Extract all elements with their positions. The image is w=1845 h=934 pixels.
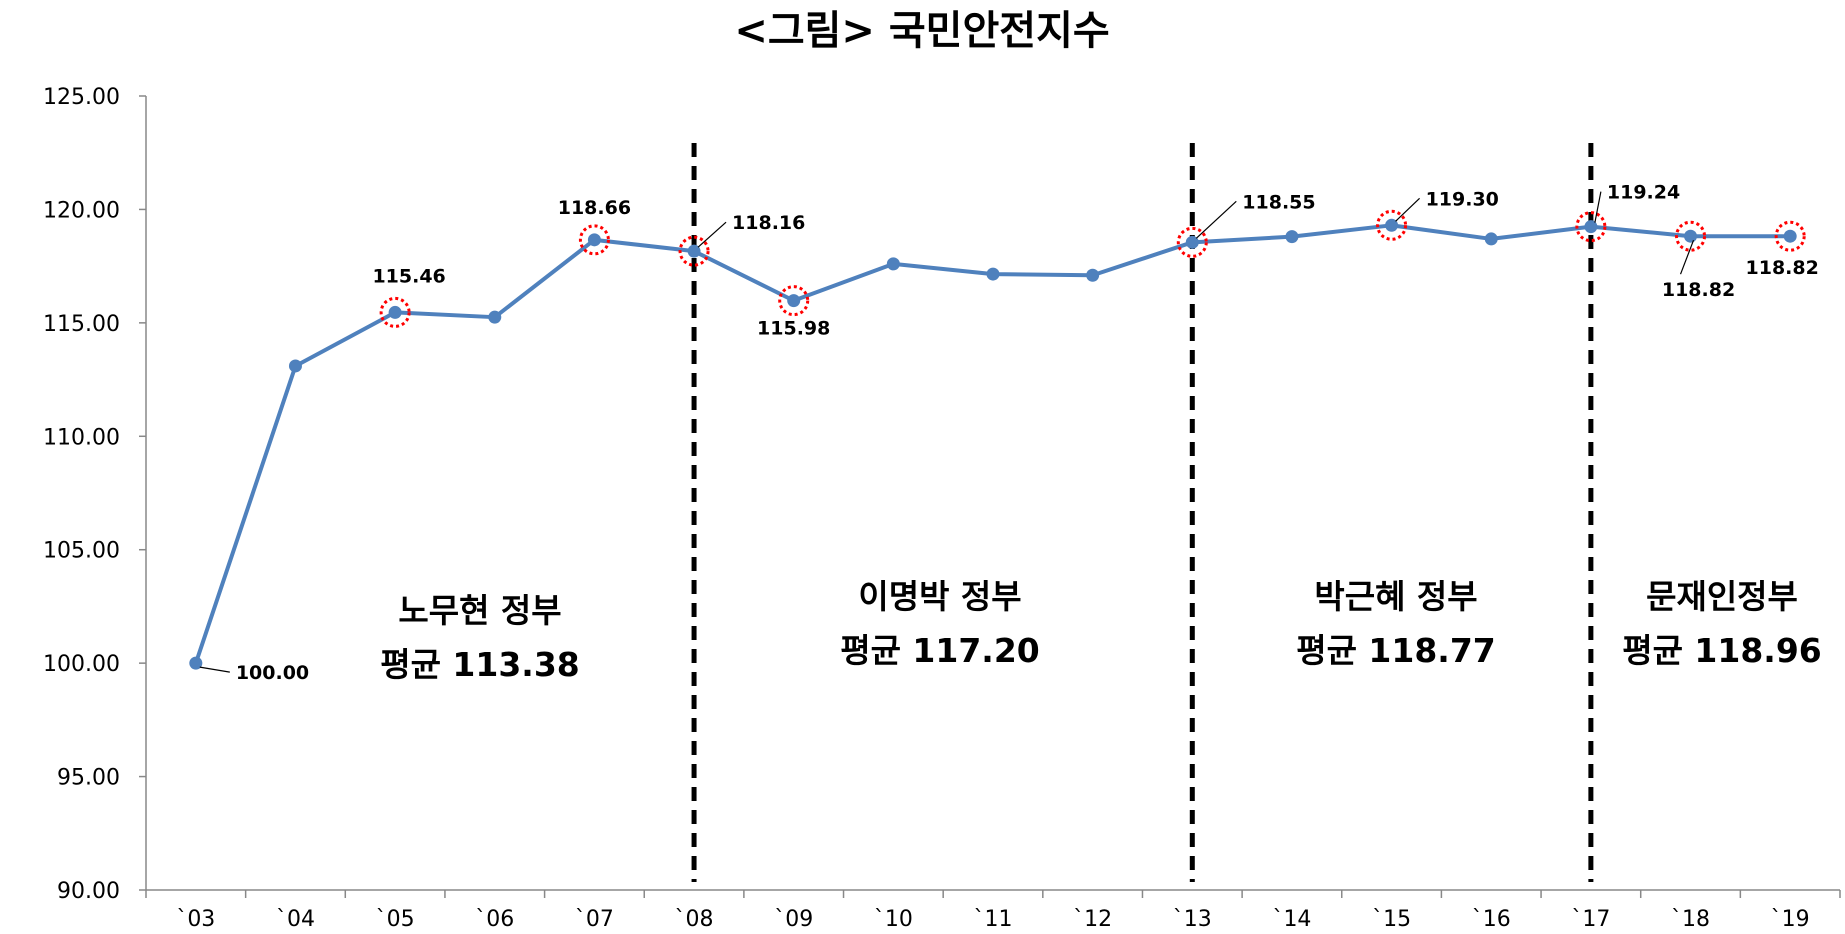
government-dividers <box>691 143 1594 882</box>
data-label: 119.24 <box>1607 182 1680 204</box>
data-label: 118.82 <box>1662 279 1735 301</box>
data-label: 115.46 <box>372 265 445 287</box>
data-point <box>587 233 601 247</box>
data-label: 100.00 <box>236 662 309 684</box>
data-label: 115.98 <box>757 318 830 340</box>
data-label: 119.30 <box>1426 188 1499 210</box>
data-labels: 100.00 115.46 118.66 118.16 115.98 118.55 119.… <box>199 182 1819 684</box>
x-tick-label: `11 <box>974 907 1013 932</box>
data-point <box>687 244 701 258</box>
data-label: 118.66 <box>558 197 631 219</box>
data-label-leader <box>1679 239 1695 275</box>
x-tick-label: `13 <box>1173 907 1212 932</box>
data-label-leader <box>199 666 230 673</box>
annotation-moon-average: 평균 118.96 <box>1622 631 1822 670</box>
highlight-ring <box>1774 220 1806 252</box>
x-tick-label: `04 <box>276 907 315 932</box>
highlight-ring <box>379 296 411 328</box>
highlight-ring <box>578 224 610 256</box>
highlight-ring <box>1575 211 1607 243</box>
x-tick-label: `17 <box>1571 907 1610 932</box>
data-point <box>1783 229 1797 243</box>
highlight-ring <box>1176 226 1208 258</box>
annotation-roh-average: 평균 113.38 <box>380 645 580 684</box>
y-tick-label: 115.00 <box>43 312 120 337</box>
data-point <box>388 305 402 319</box>
annotation-roh-name: 노무현 정부 <box>398 591 561 630</box>
x-tick-label: `07 <box>575 907 614 932</box>
x-tick-label: `06 <box>475 907 514 932</box>
y-tick-label: 110.00 <box>43 425 120 450</box>
chart-title: <그림> 국민안전지수 <box>734 8 1109 54</box>
annotation-lee-name: 이명박 정부 <box>858 577 1021 616</box>
x-tick-label: `16 <box>1472 907 1511 932</box>
data-point <box>189 656 203 670</box>
data-point <box>288 359 302 373</box>
data-point <box>1385 218 1399 232</box>
data-label-leader <box>697 221 727 248</box>
annotation-park-average: 평균 118.77 <box>1296 631 1496 670</box>
data-label-leader <box>1195 200 1237 239</box>
series-line-group <box>189 209 1806 670</box>
annotation-park-name: 박근혜 정부 <box>1314 577 1477 616</box>
highlight-ring <box>678 235 710 267</box>
x-tick-label: `19 <box>1771 907 1810 932</box>
data-point <box>986 267 1000 281</box>
data-label-leader <box>1395 197 1421 222</box>
x-tick-label: `09 <box>774 907 813 932</box>
y-tick-label: 105.00 <box>43 539 120 564</box>
x-tick-label: `08 <box>675 907 714 932</box>
data-point <box>787 294 801 308</box>
government-annotations: 노무현 정부 평균 113.38 이명박 정부 평균 117.20 박근혜 정부… <box>380 577 1822 684</box>
x-tick-label: `15 <box>1372 907 1411 932</box>
y-tick-label: 95.00 <box>57 766 120 791</box>
data-label: 118.16 <box>732 212 805 234</box>
data-label: 118.82 <box>1746 257 1819 279</box>
highlight-ring <box>1675 220 1707 252</box>
axes: 90.00 95.00 100.00 105.00 110.00 115.00 120.00… <box>43 85 1841 932</box>
data-label-leader <box>1594 191 1602 223</box>
data-point <box>1185 235 1199 249</box>
y-tick-label: 120.00 <box>43 198 120 223</box>
data-point <box>488 310 502 324</box>
x-tick-label: `10 <box>874 907 913 932</box>
highlight-ring <box>1376 209 1408 241</box>
data-point <box>1285 230 1299 244</box>
annotation-lee-average: 평균 117.20 <box>840 631 1040 670</box>
y-tick-label: 125.00 <box>43 85 120 110</box>
data-point <box>1086 268 1100 282</box>
data-point <box>1584 220 1598 234</box>
y-tick-label: 90.00 <box>57 879 120 904</box>
annotation-moon-name: 문재인정부 <box>1646 577 1798 616</box>
x-tick-label: `03 <box>176 907 215 932</box>
data-label: 118.55 <box>1242 191 1315 213</box>
x-tick-label: `14 <box>1272 907 1311 932</box>
data-point <box>1484 232 1498 246</box>
data-point <box>886 257 900 271</box>
highlight-ring <box>778 285 810 317</box>
data-point <box>1684 229 1698 243</box>
x-tick-label: `18 <box>1671 907 1710 932</box>
y-tick-label: 100.00 <box>43 652 120 677</box>
x-tick-label: `12 <box>1073 907 1112 932</box>
x-tick-label: `05 <box>376 907 415 932</box>
